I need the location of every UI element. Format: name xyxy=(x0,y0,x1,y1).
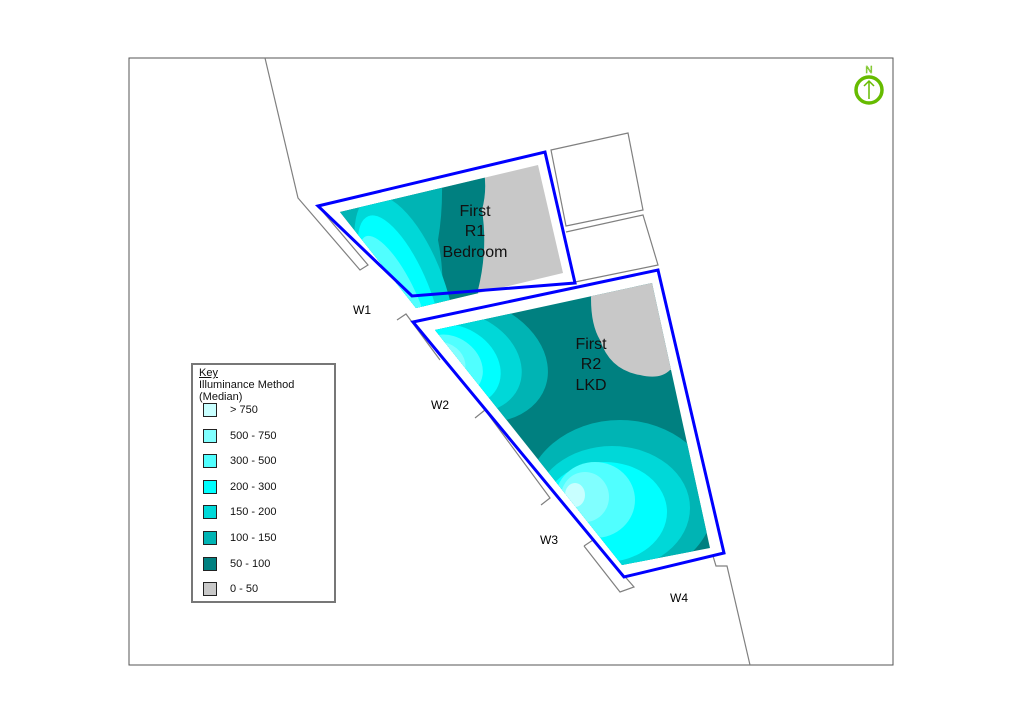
window-label-w3: W3 xyxy=(540,533,558,547)
legend-item: 500 - 750 xyxy=(203,428,276,444)
legend-swatch xyxy=(203,531,217,545)
north-label: N xyxy=(865,65,872,76)
legend-item: 200 - 300 xyxy=(203,479,276,495)
legend-swatch xyxy=(203,556,217,571)
room-r2-name: LKD xyxy=(575,377,606,394)
room-r2-floor: First xyxy=(575,336,607,353)
room-r2-id: R2 xyxy=(581,356,602,373)
legend-item-label: 100 - 150 xyxy=(230,532,277,544)
legend-item: 0 - 50 xyxy=(203,581,258,597)
legend-item-label: 200 - 300 xyxy=(230,480,277,493)
room-r1-name: Bedroom xyxy=(443,244,508,261)
legend-item-label: 0 - 50 xyxy=(230,583,259,596)
room-r1-id: R1 xyxy=(465,223,486,240)
window-label-w2: W2 xyxy=(431,398,449,412)
legend-item: 150 - 200 xyxy=(203,504,276,520)
walls xyxy=(264,57,751,666)
north-arrow-icon: N xyxy=(854,65,884,105)
window-label-w4: W4 xyxy=(670,591,688,605)
room-r1-outline[interactable] xyxy=(314,150,577,298)
legend-title: Key xyxy=(199,367,218,379)
legend-item: 300 - 500 xyxy=(203,453,276,469)
legend-item-label: 300 - 500 xyxy=(230,455,277,468)
legend-item-label: 500 - 750 xyxy=(230,429,277,442)
legend-swatch xyxy=(203,582,217,597)
legend-swatch xyxy=(203,428,217,443)
legend-swatch xyxy=(203,454,217,469)
room-r1-floor: First xyxy=(459,203,491,220)
legend: Key Illuminance Method (Median) > 750 500… xyxy=(191,363,336,603)
room-r2-outline[interactable] xyxy=(410,268,726,579)
legend-swatch xyxy=(203,505,217,520)
legend-item-label: 150 - 200 xyxy=(230,506,277,519)
legend-swatch xyxy=(203,479,217,494)
legend-item-label: 50 - 100 xyxy=(230,557,271,570)
drawing-frame xyxy=(128,57,894,666)
legend-swatch xyxy=(203,403,217,417)
legend-item: > 750 xyxy=(203,402,258,418)
legend-item: 50 - 100 xyxy=(203,556,270,572)
legend-item-label: > 750 xyxy=(230,404,258,416)
legend-item: 100 - 150 xyxy=(203,530,276,546)
window-label-w1: W1 xyxy=(353,303,371,317)
legend-method: Illuminance Method (Median) xyxy=(199,379,295,403)
